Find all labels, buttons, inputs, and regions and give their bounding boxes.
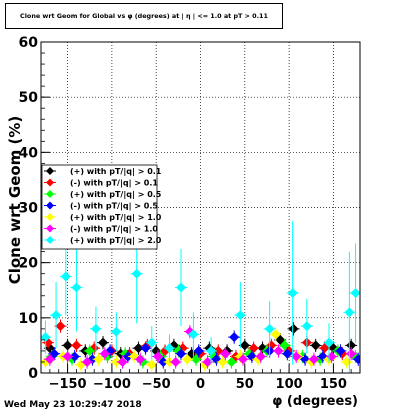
data-point — [176, 348, 187, 359]
x-axis-label: φ (degrees) — [272, 394, 358, 409]
data-point — [220, 348, 231, 359]
data-point — [287, 288, 298, 299]
data-points — [41, 221, 360, 373]
data-point — [131, 268, 142, 279]
data-point — [152, 351, 163, 362]
data-point — [140, 343, 151, 354]
timestamp-footer: Wed May 23 10:29:47 2018 — [4, 400, 142, 410]
x-tick-label: −100 — [93, 377, 131, 392]
y-tick-label: 50 — [19, 90, 39, 106]
legend: (+) with pT/|q| > 0.1 (-) with pT/|q| > 0… — [41, 164, 162, 250]
data-point — [62, 351, 73, 362]
x-tick-label: 50 — [236, 377, 254, 392]
data-point — [135, 354, 146, 365]
data-point — [255, 351, 266, 362]
data-point — [55, 321, 66, 332]
y-tick-label: 20 — [19, 256, 39, 272]
data-point — [350, 288, 360, 299]
data-point — [176, 282, 187, 293]
data-point — [122, 351, 133, 362]
data-point — [270, 329, 281, 340]
data-point — [111, 356, 122, 367]
legend-entry: (+) with pT/|q| > 0.5 — [70, 190, 162, 199]
data-point — [202, 356, 213, 367]
data-point — [344, 307, 355, 318]
data-point — [353, 354, 360, 365]
data-point — [117, 356, 128, 367]
data-point — [288, 323, 299, 334]
data-point — [146, 337, 157, 348]
x-tick-label: −50 — [142, 377, 171, 392]
data-point — [182, 354, 193, 365]
data-point — [273, 345, 284, 356]
data-point — [69, 351, 80, 362]
legend-marker — [46, 178, 54, 187]
legend-entry: (-) with pT/|q| > 0.1 — [70, 179, 158, 188]
chart-title: Clone wrt Geom for Global vs φ (degrees)… — [5, 3, 283, 29]
data-point — [226, 356, 237, 367]
data-point — [346, 340, 357, 351]
data-point — [264, 323, 275, 334]
data-point — [60, 271, 71, 282]
data-point — [238, 354, 249, 365]
data-point — [98, 337, 109, 348]
y-tick-label: 30 — [19, 201, 39, 217]
legend-box — [41, 164, 158, 250]
data-point — [71, 340, 82, 351]
y-tick-label: 60 — [19, 35, 39, 51]
legend-entry: (-) with pT/|q| > 1.0 — [70, 225, 158, 234]
tick-labels: −150 −100 −50 0 50 100 150 0 10 20 30 40 50 60 — [19, 35, 347, 392]
legend-marker — [46, 236, 54, 244]
data-point — [158, 356, 169, 367]
x-tick-label: 150 — [320, 377, 347, 392]
y-tick-label: 0 — [28, 366, 38, 382]
data-point — [82, 356, 93, 367]
legend-entry: (+) with pT/|q| > 2.0 — [70, 236, 162, 245]
data-point — [188, 329, 199, 340]
data-point — [146, 359, 157, 370]
data-point — [291, 351, 302, 362]
data-point — [323, 337, 334, 348]
y-tick-label: 40 — [19, 145, 39, 161]
legend-entry: (+) with pT/|q| > 1.0 — [70, 213, 162, 222]
data-point — [206, 345, 217, 356]
data-point — [133, 343, 144, 354]
data-point — [310, 340, 321, 351]
legend-marker — [46, 190, 54, 198]
legend-entry: (-) with pT/|q| > 0.5 — [70, 202, 158, 211]
legend-marker — [46, 201, 54, 210]
y-axis-label: Clone wrt Geom (%) — [6, 116, 24, 285]
data-point — [229, 332, 240, 343]
data-point — [235, 310, 246, 321]
data-point — [346, 348, 357, 359]
data-point — [193, 345, 204, 356]
legend-entry: (+) with pT/|q| > 0.1 — [70, 167, 162, 176]
legend-marker — [46, 213, 54, 221]
data-point — [170, 356, 181, 367]
data-point — [301, 321, 312, 332]
y-tick-label: 10 — [19, 311, 39, 327]
data-point — [335, 345, 346, 356]
data-point — [93, 354, 104, 365]
data-point — [41, 356, 51, 367]
data-point — [44, 354, 55, 365]
legend-marker — [46, 224, 54, 233]
data-point — [239, 340, 250, 351]
x-tick-label: 0 — [196, 377, 205, 392]
legend-marker — [46, 167, 54, 175]
x-tick-label: 100 — [276, 377, 303, 392]
data-point — [62, 340, 73, 351]
data-point — [99, 348, 110, 359]
data-point — [308, 354, 319, 365]
data-point — [282, 348, 293, 359]
data-point — [111, 326, 122, 337]
data-point — [90, 323, 101, 334]
x-tick-label: −150 — [49, 377, 87, 392]
data-point — [51, 310, 62, 321]
data-point — [164, 343, 175, 354]
data-point — [71, 282, 82, 293]
